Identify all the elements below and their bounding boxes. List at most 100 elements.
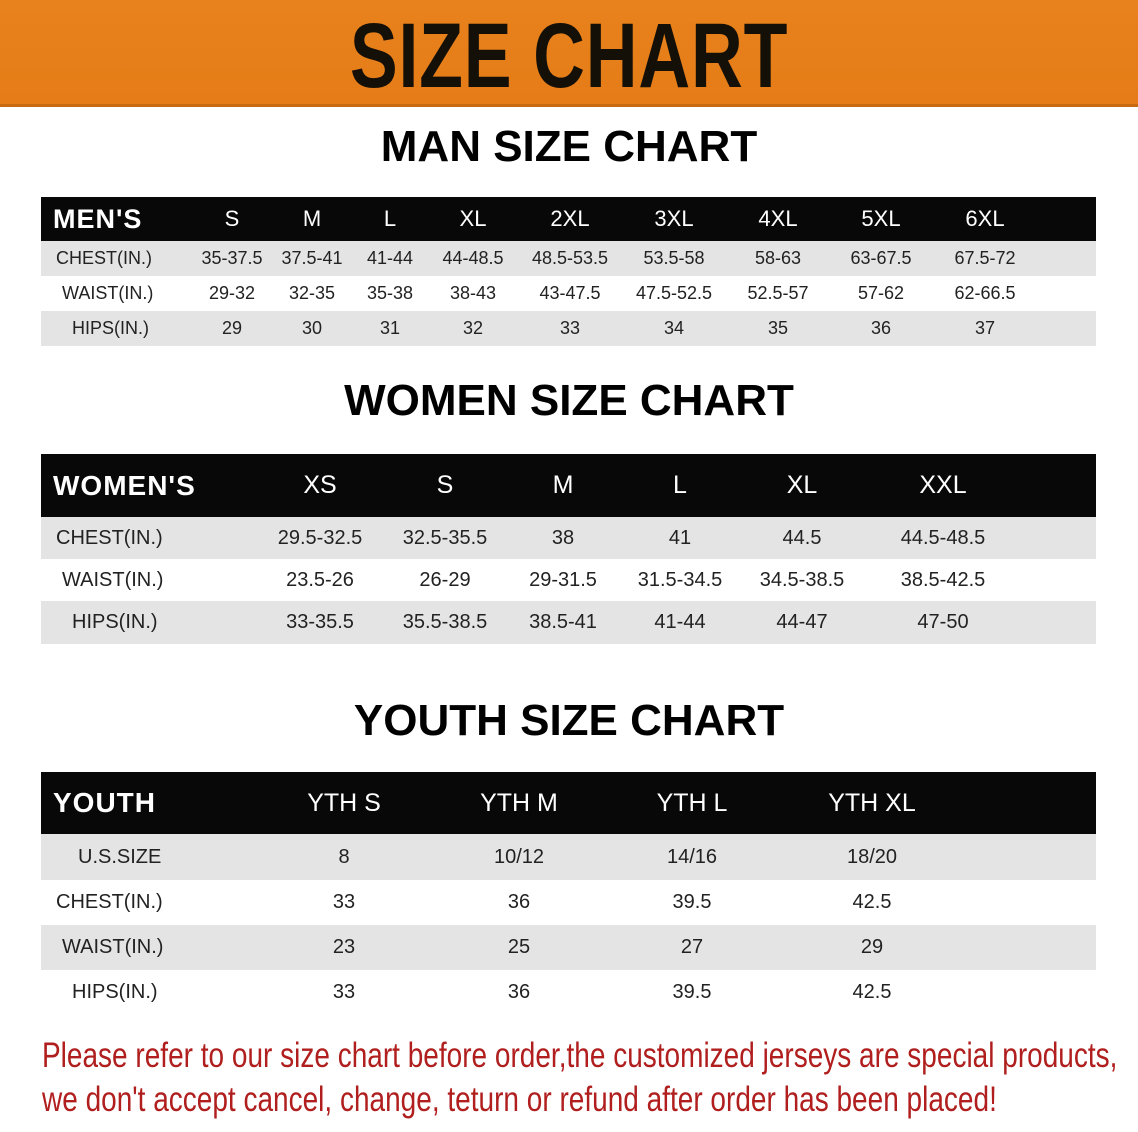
table-cell: 39.5 xyxy=(672,981,712,1003)
table-header-row: WOMEN'S XS S M L XL XXL xyxy=(41,454,1096,517)
size-header: YTH L xyxy=(656,788,728,817)
row-label: CHEST(IN.) xyxy=(56,891,163,913)
table-cell: 27 xyxy=(680,936,704,958)
table-cell: 63-67.5 xyxy=(850,248,912,268)
table-row: HIPS(IN.) 33-35.5 35.5-38.5 38.5-41 41-44 44-… xyxy=(41,601,1096,644)
size-header: XL xyxy=(786,471,818,499)
table-cell: 38-43 xyxy=(449,283,497,303)
table-cell: 43-47.5 xyxy=(539,283,601,303)
size-header: S xyxy=(224,206,240,231)
size-header: 3XL xyxy=(654,206,694,231)
size-header: XS xyxy=(303,471,337,499)
table-row: WAIST(IN.) 23.5-26 26-29 29-31.5 31.5-34.5 34… xyxy=(41,559,1096,601)
table-row: U.S.SIZE 8 10/12 14/16 18/20 xyxy=(41,834,1096,880)
table-cell: 32 xyxy=(462,318,484,338)
size-header: 2XL xyxy=(550,206,590,231)
table-cell: 41 xyxy=(668,526,692,549)
table-cell: 34.5-38.5 xyxy=(759,568,845,591)
table-cell: 44.5 xyxy=(782,526,822,549)
table-row: HIPS(IN.) 29 30 31 32 33 34 35 36 37 xyxy=(41,311,1096,346)
row-label: HIPS(IN.) xyxy=(72,981,158,1003)
table-cell: 42.5 xyxy=(852,981,892,1003)
table-cell: 8 xyxy=(338,845,350,868)
table-cell: 36 xyxy=(507,891,531,913)
size-header: M xyxy=(552,471,574,499)
table-header-row: MEN'S S M L XL 2XL 3XL 4XL 5XL 6XL xyxy=(41,197,1096,241)
table-cell: 58-63 xyxy=(754,248,802,268)
size-header: XL xyxy=(459,206,487,231)
table-cell: 62-66.5 xyxy=(954,283,1016,303)
size-header: M xyxy=(302,206,322,231)
table-cell: 39.5 xyxy=(672,891,712,913)
table-cell: 33 xyxy=(332,891,356,913)
notice-line-2: we don't accept cancel, change, teturn o… xyxy=(42,1080,997,1119)
table-cell: 44-48.5 xyxy=(442,248,504,268)
table-cell: 44.5-48.5 xyxy=(900,526,986,549)
table-corner-label: MEN'S xyxy=(53,203,143,234)
table-cell: 48.5-53.5 xyxy=(531,248,609,268)
table-cell: 37.5-41 xyxy=(281,248,343,268)
table-cell: 23.5-26 xyxy=(286,568,354,591)
table-cell: 47.5-52.5 xyxy=(635,283,713,303)
table-cell: 32.5-35.5 xyxy=(402,526,488,549)
table-cell: 29 xyxy=(221,318,243,338)
size-header: XXL xyxy=(919,471,967,499)
table-cell: 29-31.5 xyxy=(529,568,597,591)
table-cell: 23 xyxy=(332,936,356,958)
table-header-row: YOUTH YTH S YTH M YTH L YTH XL xyxy=(41,772,1096,834)
size-header: 4XL xyxy=(758,206,798,231)
table-cell: 14/16 xyxy=(666,845,718,868)
table-cell: 18/20 xyxy=(846,845,898,868)
table-cell: 57-62 xyxy=(857,283,905,303)
size-header: YTH XL xyxy=(828,788,916,817)
notice-line-1: Please refer to our size chart before or… xyxy=(42,1036,1118,1075)
size-header: L xyxy=(673,471,687,499)
table-cell: 31.5-34.5 xyxy=(637,568,723,591)
size-header: L xyxy=(383,206,397,231)
table-cell: 29 xyxy=(860,936,884,958)
table-row: HIPS(IN.) 33 36 39.5 42.5 xyxy=(41,970,1096,1015)
table-corner-label: YOUTH xyxy=(53,787,156,818)
table-cell: 25 xyxy=(507,936,531,958)
size-header: YTH M xyxy=(480,788,558,817)
women-section-title: WOMEN SIZE CHART xyxy=(344,376,794,425)
size-header: 5XL xyxy=(861,206,901,231)
size-chart-banner: SIZE CHART xyxy=(0,0,1138,107)
page-title: SIZE CHART xyxy=(349,5,789,107)
size-header: 6XL xyxy=(965,206,1005,231)
table-cell: 36 xyxy=(870,318,892,338)
table-cell: 10/12 xyxy=(493,845,545,868)
table-row: WAIST(IN.) 29-32 32-35 35-38 38-43 43-47.5 47.… xyxy=(41,276,1096,311)
row-label: WAIST(IN.) xyxy=(62,936,164,958)
table-cell: 67.5-72 xyxy=(954,248,1016,268)
size-header: YTH S xyxy=(307,788,381,817)
table-cell: 26-29 xyxy=(419,568,471,591)
table-cell: 38.5-42.5 xyxy=(900,568,986,591)
row-label: HIPS(IN.) xyxy=(72,611,158,633)
table-row: WAIST(IN.) 23 25 27 29 xyxy=(41,925,1096,970)
size-header: S xyxy=(436,471,454,499)
table-corner-label: WOMEN'S xyxy=(53,469,196,501)
men-size-table: MEN'S S M L XL 2XL 3XL 4XL 5XL 6XL CHEST(IN.) 35-37… xyxy=(41,197,1096,346)
table-row: CHEST(IN.) 35-37.5 37.5-41 41-44 44-48.5 48.5… xyxy=(41,241,1096,276)
table-cell: 41-44 xyxy=(366,248,414,268)
table-cell: 33 xyxy=(559,318,581,338)
men-section-title: MAN SIZE CHART xyxy=(380,122,758,171)
youth-size-table: YOUTH YTH S YTH M YTH L YTH XL U.S.SIZE 8 10/12… xyxy=(41,772,1096,1015)
table-cell: 47-50 xyxy=(917,611,969,633)
table-row: CHEST(IN.) 29.5-32.5 32.5-35.5 38 41 44.5 44.5… xyxy=(41,517,1096,559)
table-cell: 38 xyxy=(551,526,575,549)
table-cell: 35-37.5 xyxy=(201,248,263,268)
row-label: HIPS(IN.) xyxy=(72,318,150,338)
table-cell: 52.5-57 xyxy=(747,283,809,303)
table-cell: 33 xyxy=(332,981,356,1003)
table-cell: 29-32 xyxy=(208,283,256,303)
row-label: U.S.SIZE xyxy=(78,845,162,868)
table-cell: 34 xyxy=(663,318,685,338)
table-cell: 33-35.5 xyxy=(286,611,354,633)
table-row: CHEST(IN.) 33 36 39.5 42.5 xyxy=(41,880,1096,925)
table-cell: 42.5 xyxy=(852,891,892,913)
table-cell: 44-47 xyxy=(776,611,828,633)
table-cell: 35-38 xyxy=(366,283,414,303)
table-cell: 53.5-58 xyxy=(643,248,705,268)
